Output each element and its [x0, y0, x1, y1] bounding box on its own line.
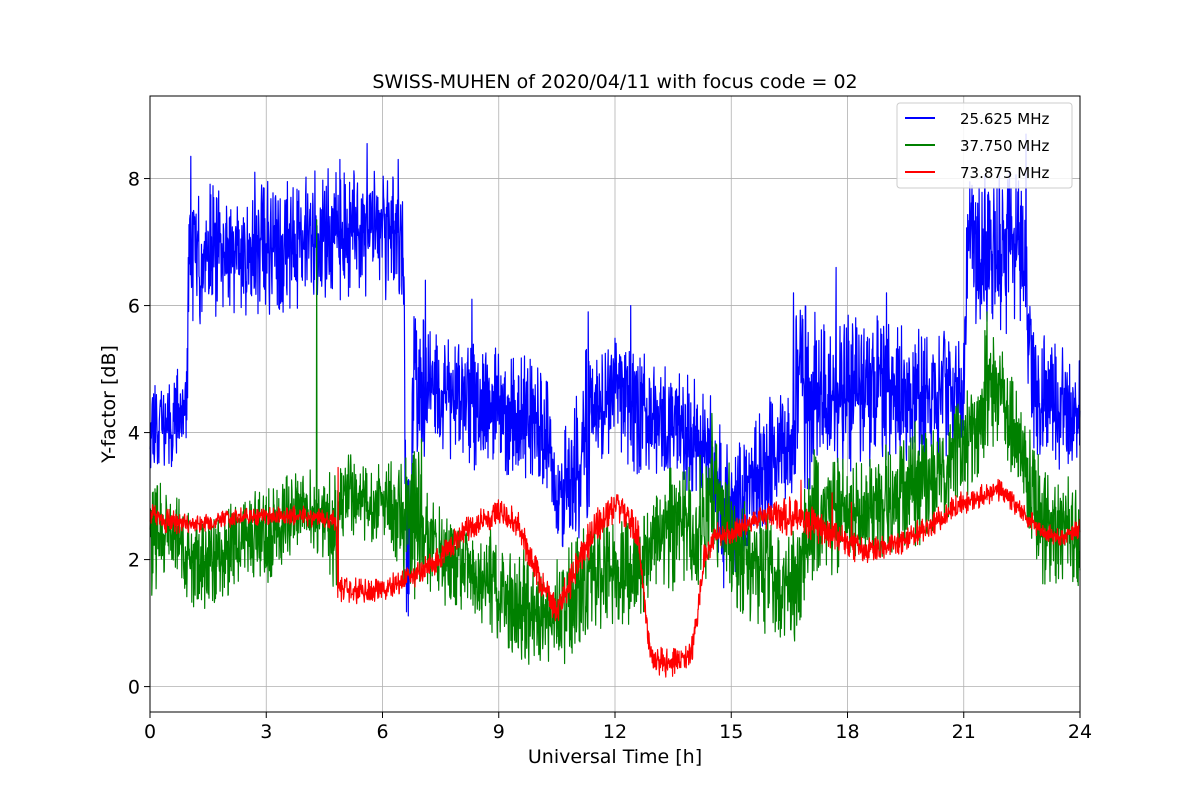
y-tick-label: 8 [128, 169, 140, 191]
y-tick-label: 0 [128, 677, 140, 699]
y-tick-label: 2 [128, 550, 140, 572]
series-line [149, 219, 1081, 665]
x-tick-label: 6 [376, 721, 388, 743]
y-tick-label: 4 [128, 423, 140, 445]
x-axis-ticks: 0 3 6 9 12 15 18 21 24 [144, 712, 1092, 743]
legend-label-25-625: 25.625 MHz [960, 110, 1049, 128]
legend: 25.625 MHz 37.750 MHz 73.875 MHz [896, 102, 1073, 189]
x-tick-label: 12 [603, 721, 627, 743]
x-tick-label: 18 [835, 721, 859, 743]
x-tick-label: 24 [1068, 721, 1092, 743]
series-line [149, 133, 1081, 617]
series-25-625-mhz [149, 133, 1081, 617]
series-37-750-mhz [149, 219, 1081, 665]
x-tick-label: 9 [493, 721, 505, 743]
x-tick-label: 15 [719, 721, 743, 743]
series-line [149, 466, 1081, 678]
x-tick-label: 21 [952, 721, 976, 743]
legend-label-73-875: 73.875 MHz [960, 164, 1049, 182]
x-axis-label: Universal Time [h] [528, 746, 702, 768]
y-axis-ticks: 0 2 4 6 8 [128, 169, 150, 699]
y-axis-label: Y-factor [dB] [98, 345, 120, 464]
x-tick-label: 0 [144, 721, 156, 743]
chart-title: SWISS-MUHEN of 2020/04/11 with focus cod… [372, 71, 857, 93]
x-tick-label: 3 [260, 721, 272, 743]
y-tick-label: 6 [128, 296, 140, 318]
plot-series [149, 133, 1081, 678]
series-73-875-mhz [149, 466, 1081, 678]
legend-label-37-750: 37.750 MHz [960, 137, 1049, 155]
legend-box [896, 102, 1073, 189]
